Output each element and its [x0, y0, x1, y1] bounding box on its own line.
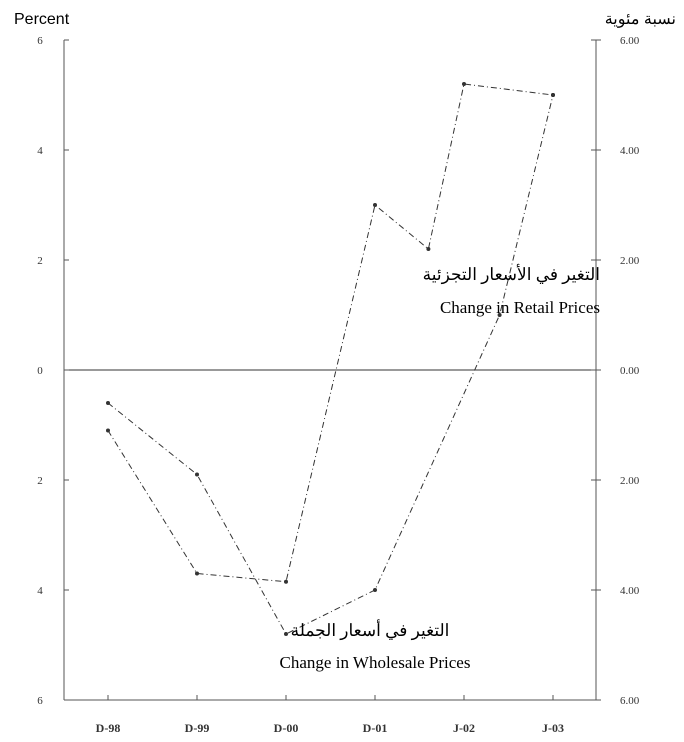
series-group: [106, 82, 555, 636]
data-point-series-0: [497, 313, 502, 317]
wholesale-series-label-ar: التغير في أسعار الجملة: [291, 619, 450, 641]
data-point-series-0: [106, 401, 110, 405]
left-tick-group: 6 4 2 0 2 4 6: [37, 35, 69, 707]
left-tick-label: 4: [37, 585, 43, 597]
left-tick-label: 0: [37, 365, 43, 377]
x-tick-label: D-01: [363, 721, 388, 735]
left-tick-label: 4: [37, 145, 43, 157]
x-tick-label: D-98: [96, 721, 121, 735]
series-line-1: [107, 83, 554, 583]
x-tick-label: D-00: [274, 721, 299, 735]
data-point-series-1: [551, 93, 555, 97]
data-point-series-0: [195, 472, 199, 477]
right-tick-label: 6.00: [620, 695, 640, 707]
x-tick-label: D-99: [185, 721, 210, 735]
right-tick-label: 6.00: [620, 35, 640, 47]
left-tick-label: 6: [37, 35, 43, 47]
x-tick-label: J-03: [542, 721, 564, 735]
right-tick-group: 6.00 4.00 2.00 0.00 2.00 4.00 6.00: [591, 35, 640, 707]
data-point-series-0: [284, 632, 288, 636]
x-tick-label: J-02: [453, 721, 475, 735]
data-point-series-0: [373, 588, 377, 592]
right-tick-label: 4.00: [620, 585, 640, 597]
retail-series-label-ar: التغير في الأسعار التجزئية: [423, 264, 600, 285]
left-tick-label: 2: [37, 475, 43, 487]
right-tick-label: 2.00: [620, 475, 640, 487]
right-tick-label: 4.00: [620, 145, 640, 157]
x-tick-group: D-98 D-99 D-00 D-01 J-02 J-03: [96, 695, 564, 735]
series-line-0: [107, 94, 554, 635]
data-point-series-1: [373, 203, 377, 207]
right-tick-label: 0.00: [620, 365, 640, 377]
right-tick-label: 2.00: [620, 255, 640, 267]
retail-series-label-en: Change in Retail Prices: [440, 298, 600, 317]
left-tick-label: 2: [37, 255, 43, 267]
left-tick-label: 6: [37, 695, 43, 707]
data-point-series-1: [195, 571, 199, 576]
data-point-series-1: [284, 579, 288, 584]
wholesale-series-label-en: Change in Wholesale Prices: [280, 653, 471, 672]
data-point-series-1: [106, 428, 110, 433]
left-axis-label: Percent: [14, 11, 70, 28]
data-point-series-1: [426, 247, 431, 251]
right-axis-label: نسبة مئوية: [605, 11, 676, 28]
data-point-series-1: [462, 82, 466, 86]
